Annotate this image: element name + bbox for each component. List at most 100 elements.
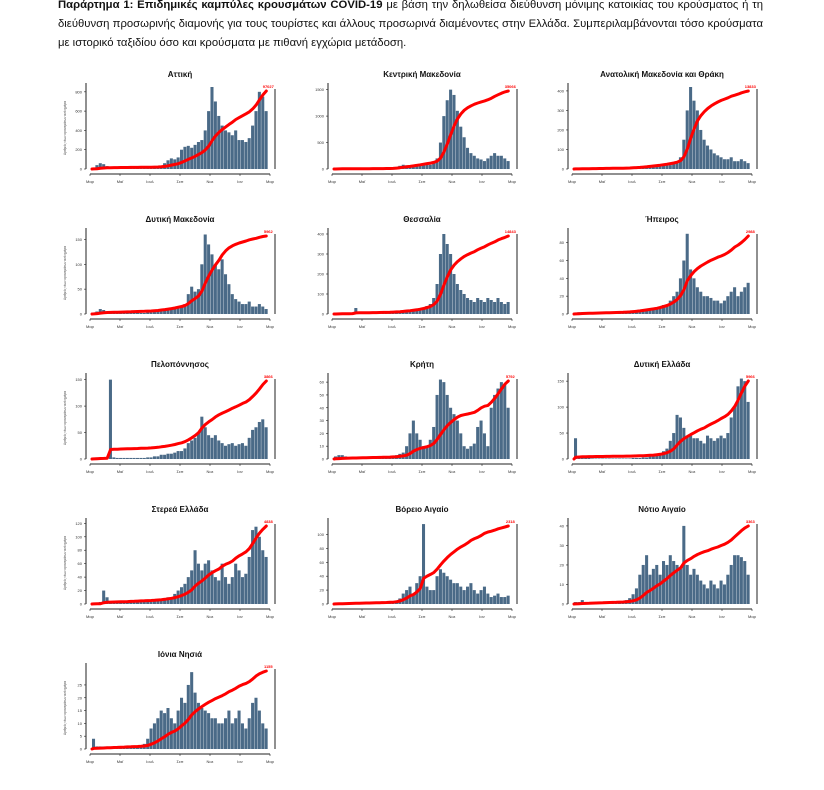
bar (591, 458, 594, 459)
bar (730, 417, 733, 459)
bar (503, 158, 506, 169)
x-tick-label: Ιουλ (388, 469, 396, 474)
x-tick-label: Σεπ (418, 324, 425, 329)
y-tick-label: 10 (560, 582, 565, 587)
bar (224, 577, 227, 604)
bar (214, 718, 217, 749)
bar (608, 458, 611, 459)
x-tick-label: Μαρ (748, 324, 757, 329)
y-tick-label: 100 (557, 147, 564, 152)
y-tick-label: 0 (322, 457, 325, 462)
bar (747, 163, 750, 169)
bar (160, 711, 163, 749)
bar (258, 537, 261, 604)
bar (244, 729, 247, 750)
bar (709, 149, 712, 169)
bar (500, 382, 503, 459)
bar (699, 441, 702, 459)
x-tick-label: Νοε (449, 614, 456, 619)
y-tick-label: 60 (320, 560, 325, 565)
x-tick-label: Μαϊ (599, 469, 606, 474)
y-tick-label: 20 (560, 562, 565, 567)
bar (635, 458, 638, 459)
bar (736, 296, 739, 314)
bar (183, 147, 186, 169)
bar (227, 284, 230, 314)
x-tick-label: Μαϊ (359, 179, 366, 184)
bar (156, 718, 159, 749)
cumulative-total-label: 14843 (505, 229, 517, 234)
y-tick-label: 30 (560, 543, 565, 548)
bar (116, 458, 119, 459)
bar (265, 427, 268, 459)
bar (238, 444, 241, 459)
bar (170, 454, 173, 459)
bar (173, 723, 176, 749)
bar (480, 421, 483, 459)
bar (507, 161, 510, 169)
chart-title: Στερεά Ελλάδα (152, 505, 209, 514)
bar (679, 569, 682, 604)
bar (119, 458, 122, 459)
bar (480, 590, 483, 604)
y-tick-label: 80 (320, 546, 325, 551)
bar (449, 408, 452, 459)
bar (241, 304, 244, 314)
bar (265, 309, 268, 314)
bar (238, 140, 241, 169)
bar (456, 421, 459, 459)
bar (730, 565, 733, 604)
chart-title: Νότιο Αιγαίο (638, 505, 686, 514)
bar (672, 561, 675, 604)
x-tick-label: Νοε (449, 324, 456, 329)
y-tick-label: 20 (78, 588, 83, 593)
bar (194, 550, 197, 604)
bar (503, 385, 506, 459)
cumulative-total-label: 3363 (746, 519, 756, 524)
bar (713, 153, 716, 169)
x-tick-label: Ιουλ (388, 179, 396, 184)
bar (234, 299, 237, 314)
bar (638, 458, 641, 459)
x-tick-label: Σεπ (176, 324, 183, 329)
bar (747, 402, 750, 459)
bar (210, 438, 213, 459)
bar (224, 130, 227, 169)
chart-title: Βόρειο Αιγαίο (396, 505, 449, 514)
bar (743, 161, 746, 169)
y-tick-label: 40 (560, 276, 565, 281)
bar (429, 165, 432, 169)
bar (689, 87, 692, 169)
y-tick-label: 10 (78, 721, 83, 726)
bar (139, 313, 142, 314)
bar (726, 433, 729, 459)
bar (699, 292, 702, 314)
bar (234, 130, 237, 169)
bar (183, 448, 186, 459)
bar (194, 693, 197, 749)
x-tick-label: Ιαν (237, 324, 242, 329)
x-tick-label: Ιαν (479, 614, 484, 619)
x-tick-label: Σεπ (418, 179, 425, 184)
y-tick-label: 0 (562, 312, 565, 317)
x-tick-label: Ιαν (237, 759, 242, 764)
y-tick-label: 100 (75, 534, 82, 539)
bar (204, 711, 207, 749)
bar (696, 575, 699, 604)
bar (723, 159, 726, 169)
bar (126, 458, 129, 459)
bar (436, 395, 439, 459)
x-tick-label: Νοε (689, 179, 696, 184)
bar (726, 575, 729, 604)
bar (224, 718, 227, 749)
bar (496, 156, 499, 169)
x-tick-label: Μαρ (328, 614, 337, 619)
bar (480, 300, 483, 314)
y-tick-label: 150 (75, 377, 82, 382)
bar (173, 453, 176, 459)
bar (150, 457, 153, 459)
